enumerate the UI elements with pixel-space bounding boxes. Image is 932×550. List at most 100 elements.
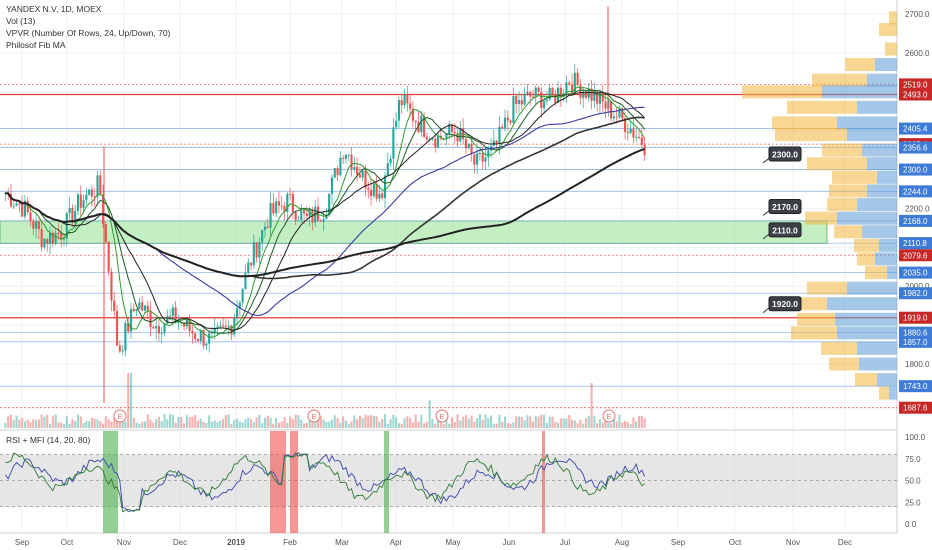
earnings-circle: [113, 409, 127, 423]
volume-bar: [208, 415, 211, 428]
ma-line: [5, 86, 646, 338]
callout[interactable]: 1920.0: [762, 296, 802, 314]
volume-bar: [163, 414, 166, 428]
volume-bar: [202, 421, 205, 428]
volume-bar: [9, 414, 13, 428]
volume-bar: [247, 417, 250, 428]
vp-down-bar: [854, 238, 879, 252]
time-axis[interactable]: Sep Oct Nov Dec 2019 Feb Mar Apr May Jun Jul Aug Sep…: [15, 538, 852, 547]
volume-bar: [169, 414, 172, 428]
legend-symbol[interactable]: YANDEX N.V, 1D, MOEX: [6, 4, 102, 14]
candle-body: [459, 128, 462, 142]
candle-body: [319, 220, 322, 222]
price-tag: [899, 78, 932, 91]
candle-body: [261, 230, 264, 243]
volume-bar: [241, 422, 244, 428]
price-tag-label: 2244.0: [903, 187, 928, 196]
volume-bar: [559, 418, 562, 428]
vp-up-bar: [837, 211, 897, 225]
callout[interactable]: 2170.0: [762, 199, 802, 216]
legend-rsi[interactable]: RSI + MFI (14, 20, 80): [6, 435, 90, 445]
candle-body: [322, 219, 325, 222]
earnings-marker[interactable]: E: [113, 409, 127, 423]
volume-bar: [138, 423, 141, 428]
candle-body: [216, 326, 219, 328]
rsi-tick: 0.0: [905, 520, 917, 529]
price-tag: [899, 401, 932, 414]
volume-bar: [526, 415, 529, 428]
volume-bar: [389, 419, 392, 428]
candle-body: [196, 339, 200, 341]
candle-body: [110, 271, 113, 301]
candle-body: [258, 242, 261, 258]
candle-body: [12, 205, 15, 207]
candle-body: [548, 87, 551, 100]
volume-bar: [171, 414, 174, 428]
rsi-pane[interactable]: [0, 431, 897, 533]
volume-bar: [252, 422, 255, 428]
volume-bar: [629, 423, 632, 428]
candle-body: [509, 120, 512, 123]
candle-body: [303, 210, 306, 214]
candle-body: [501, 126, 504, 129]
candle-body: [247, 262, 250, 273]
volume-bar: [157, 416, 160, 428]
price-tag: [899, 311, 932, 324]
price-tag-label: 2493.0: [903, 91, 928, 100]
candle-body: [425, 136, 428, 140]
vp-up-bar: [857, 341, 897, 355]
volume-bar: [501, 421, 504, 428]
volume-bar: [478, 414, 481, 428]
candle-body: [369, 189, 373, 196]
earnings-marker[interactable]: E: [602, 409, 616, 423]
legend-fib-ma[interactable]: Philosof Fib MA: [6, 40, 66, 50]
volume-bar: [29, 422, 32, 428]
callout[interactable]: 2110.0: [762, 222, 802, 240]
vp-down-bar: [832, 170, 877, 184]
candle-body: [71, 207, 74, 224]
volume-bar: [579, 419, 582, 428]
volume-bar: [596, 423, 599, 428]
candle-body: [57, 232, 60, 234]
price-tag: [899, 249, 932, 262]
rsi-signal-zone: [384, 431, 389, 533]
candle-body: [263, 226, 267, 231]
volume-bar: [255, 417, 258, 428]
volume-bar: [185, 415, 188, 428]
candle-body: [174, 307, 177, 323]
legend-volume[interactable]: Vol (13): [6, 16, 35, 26]
vp-up-bar: [867, 157, 897, 171]
volume-bar: [540, 414, 543, 428]
candle-body: [498, 126, 501, 144]
volume-bar: [333, 415, 336, 428]
candle-body: [565, 82, 568, 94]
volume-bar: [473, 421, 476, 428]
price-tag: [899, 88, 932, 101]
vp-down-bar: [812, 73, 867, 87]
candle-body: [487, 150, 490, 158]
vp-up-bar: [875, 252, 897, 266]
volume-bar: [188, 417, 191, 428]
volume-bar: [367, 415, 370, 428]
level-callouts[interactable]: 2300.0 2170.0 2110.0 1920.0: [762, 146, 802, 314]
candle-body: [325, 215, 328, 220]
volume-bar: [96, 419, 99, 428]
callout[interactable]: 2300.0: [762, 146, 802, 164]
earnings-marker[interactable]: E: [307, 409, 321, 423]
candle-body: [551, 87, 554, 94]
volume-bar: [289, 416, 292, 428]
callout-box: [768, 146, 802, 162]
volume-bar: [127, 373, 130, 428]
volume-bar: [551, 416, 554, 428]
earnings-marker[interactable]: E: [435, 409, 449, 423]
candle-body: [409, 103, 412, 109]
main-pane[interactable]: [0, 0, 897, 428]
volume-bar: [414, 414, 417, 428]
volume-bar: [60, 422, 63, 428]
candle-body: [177, 321, 180, 323]
candle-body: [601, 91, 604, 102]
legend-vpvr[interactable]: VPVR (Number Of Rows, 24, Up/Down, 70): [6, 28, 171, 38]
price-tag: [899, 214, 932, 227]
